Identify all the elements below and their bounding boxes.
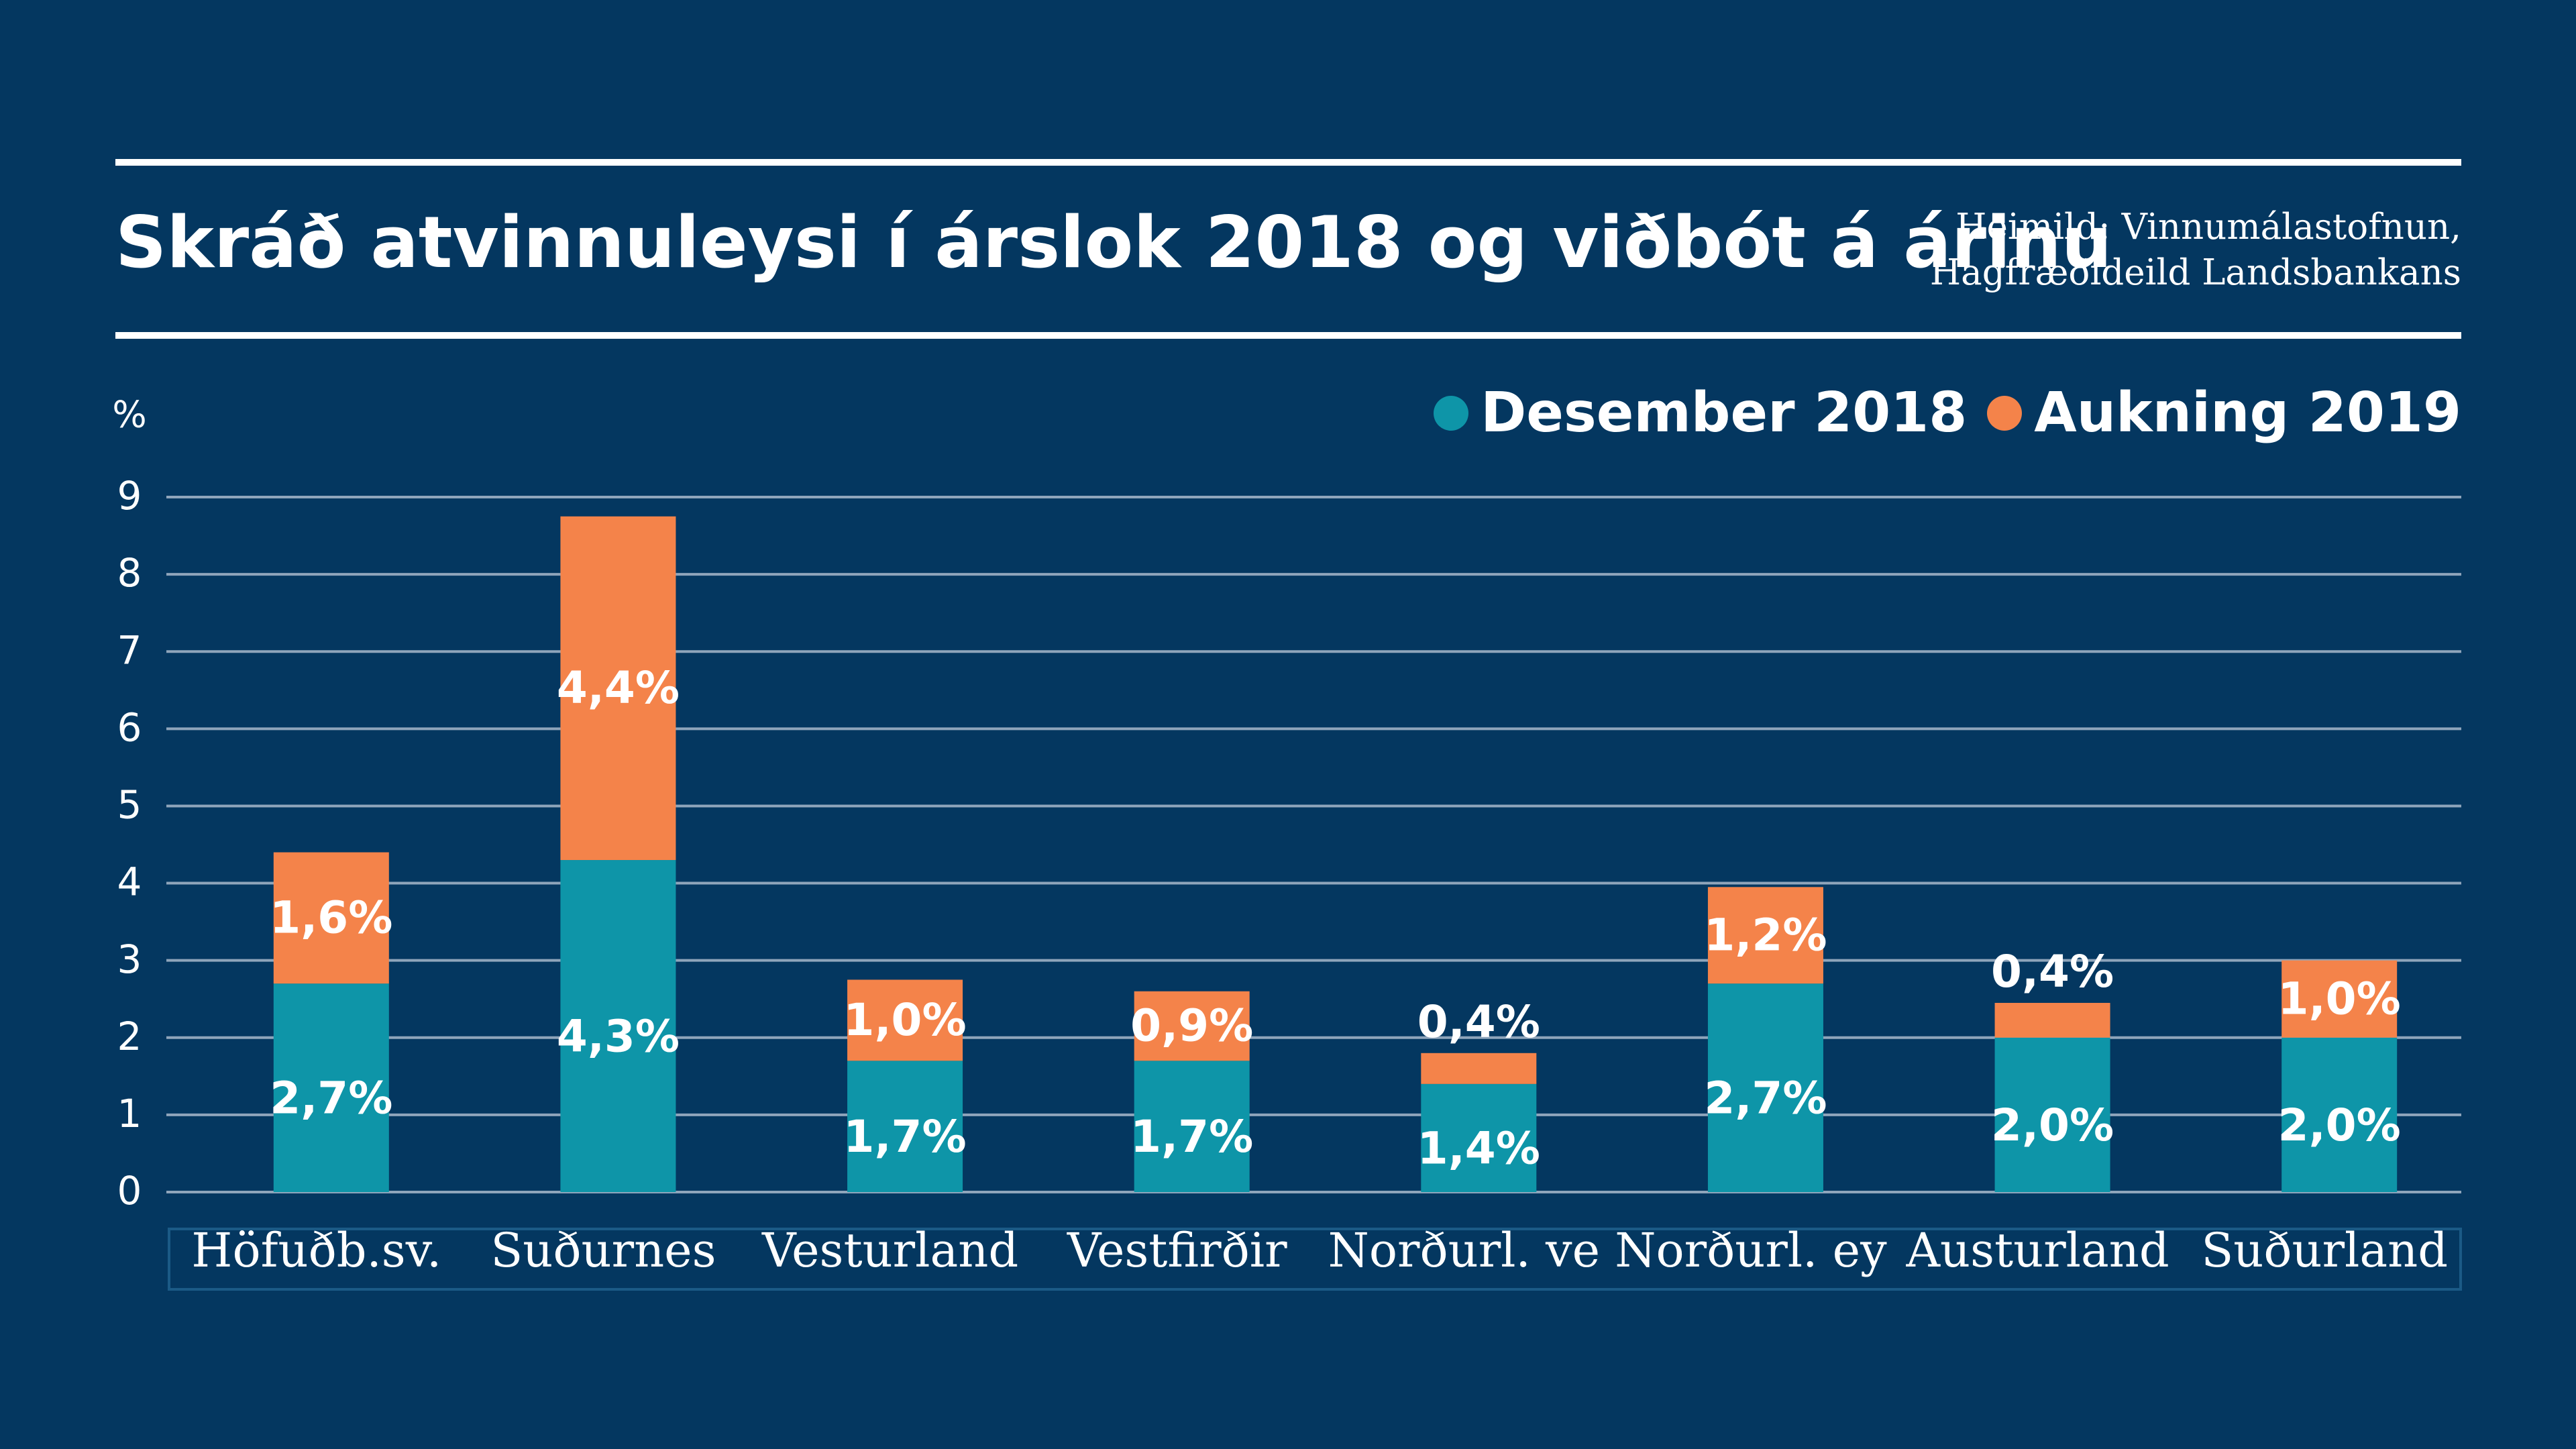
- data-label-desember: 1,4%: [1417, 1122, 1540, 1174]
- data-label-aukning: 1,6%: [270, 892, 392, 943]
- y-tick-label: 1: [117, 1091, 142, 1136]
- data-label-aukning: 0,9%: [1130, 1000, 1253, 1052]
- bar-desember-2018: [2282, 1037, 2398, 1192]
- bar-aukning-2019: [1994, 1002, 2110, 1038]
- legend-item-aukning: Aukning 2019: [1987, 381, 2461, 445]
- chart-title: Skráð atvinnuleysi í árslok 2018 og viðb…: [115, 201, 2112, 284]
- category-band: [168, 1228, 2462, 1291]
- data-label-aukning: 1,0%: [844, 994, 967, 1046]
- y-tick-label: 7: [117, 627, 142, 673]
- legend-label-aukning: Aukning 2019: [2034, 381, 2461, 445]
- data-label-aukning: 1,2%: [1704, 909, 1827, 961]
- bar-aukning-2019: [2282, 960, 2398, 1038]
- data-label-desember: 4,3%: [557, 1011, 680, 1063]
- data-label-aukning: 4,4%: [557, 662, 680, 714]
- y-tick-label: 6: [117, 704, 142, 750]
- data-label-aukning: 0,4%: [1417, 996, 1540, 1048]
- bar-desember-2018: [1707, 983, 1823, 1192]
- source-line-2: Hagfræðideild Landsbankans: [1929, 252, 2461, 293]
- legend-item-desember: Desember 2018: [1434, 381, 1967, 445]
- bar-aukning-2019: [273, 852, 389, 984]
- data-label-desember: 1,7%: [1130, 1111, 1253, 1163]
- x-tick-label: Austurland: [1905, 1223, 2169, 1278]
- y-tick-label: 0: [117, 1168, 142, 1214]
- bar-aukning-2019: [847, 979, 963, 1061]
- data-label-aukning: 0,4%: [1991, 946, 2114, 998]
- y-tick-label: 9: [117, 473, 142, 519]
- source-line-1: Heimild: Vinnumálastofnun,: [1955, 207, 2461, 248]
- x-tick-label: Vesturland: [761, 1223, 1018, 1278]
- y-tick-label: 3: [117, 936, 142, 982]
- bar-aukning-2019: [560, 516, 676, 861]
- y-tick-label: 5: [117, 782, 142, 828]
- x-tick-label: Höfuðb.sv.: [191, 1223, 441, 1278]
- y-tick-label: 2: [117, 1014, 142, 1059]
- x-tick-label: Vestfirðir: [1067, 1223, 1287, 1278]
- data-label-desember: 2,0%: [1991, 1099, 2114, 1151]
- x-tick-label: Norðurl. ve: [1328, 1223, 1600, 1278]
- y-tick-label: 8: [117, 550, 142, 596]
- header-bottom-rule: [115, 332, 2461, 339]
- y-tick-label: 4: [117, 859, 142, 905]
- x-tick-label: Suðurland: [2201, 1223, 2448, 1278]
- bar-aukning-2019: [1707, 887, 1823, 984]
- data-label-desember: 2,0%: [2278, 1099, 2401, 1151]
- data-label-aukning: 1,0%: [2278, 973, 2401, 1024]
- bar-desember-2018: [1421, 1083, 1537, 1192]
- legend-swatch-aukning: [1987, 395, 2023, 431]
- source-note: Heimild: Vinnumálastofnun, Hagfræðideild…: [1930, 205, 2461, 296]
- bar-aukning-2019: [1421, 1053, 1537, 1084]
- x-tick-label: Norðurl. ey: [1615, 1223, 1887, 1278]
- bar-desember-2018: [1994, 1037, 2110, 1192]
- legend-label-desember: Desember 2018: [1481, 381, 1968, 445]
- data-label-desember: 2,7%: [1704, 1073, 1827, 1124]
- bar-aukning-2019: [1134, 991, 1250, 1061]
- data-label-desember: 2,7%: [270, 1073, 392, 1124]
- header-top-rule: [115, 159, 2461, 166]
- y-axis-label: %: [112, 394, 146, 436]
- chart-legend: Desember 2018 Aukning 2019: [1434, 381, 2461, 445]
- bar-desember-2018: [847, 1061, 963, 1192]
- legend-swatch-desember: [1434, 395, 1469, 431]
- x-tick-label: Suðurnes: [490, 1223, 716, 1278]
- bar-desember-2018: [1134, 1061, 1250, 1192]
- data-label-desember: 1,7%: [844, 1111, 967, 1163]
- bar-desember-2018: [273, 983, 389, 1192]
- bar-desember-2018: [560, 860, 676, 1192]
